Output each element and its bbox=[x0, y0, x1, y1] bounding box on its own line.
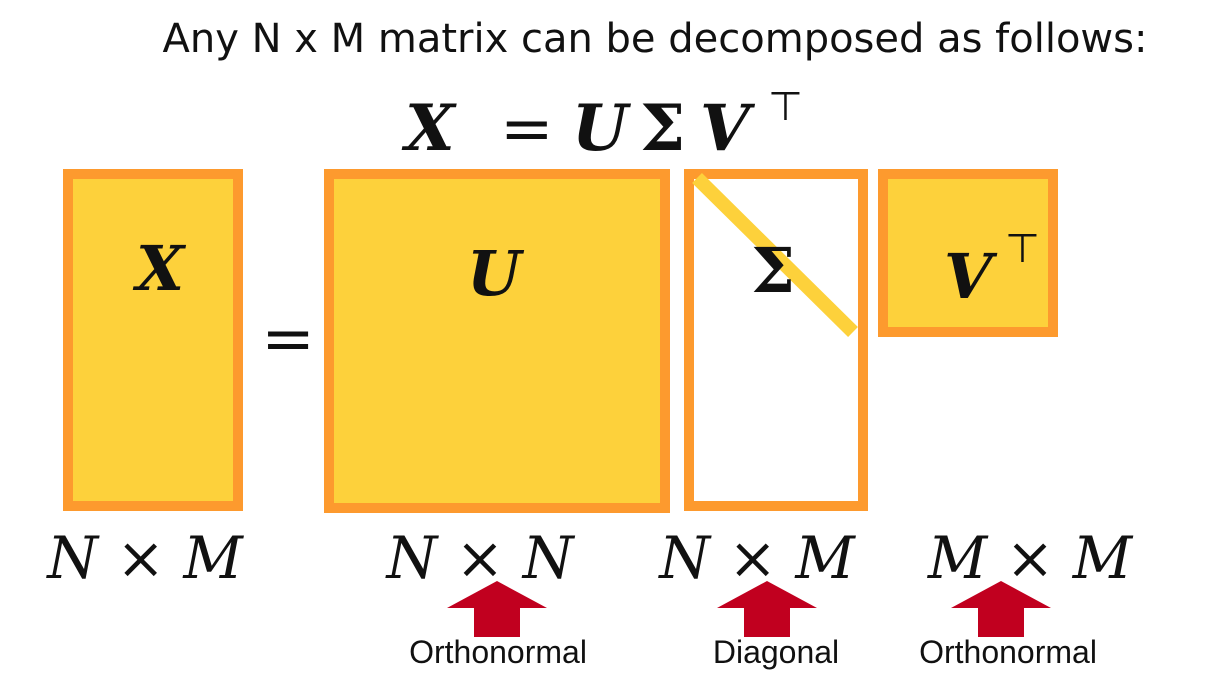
matrix-x-symbol: X bbox=[132, 232, 187, 305]
equation-v: V bbox=[700, 91, 756, 166]
matrix-vt-property: Orthonormal bbox=[919, 634, 1097, 670]
matrix-vt-dims: M × M bbox=[927, 524, 1134, 592]
equation-sigma: Σ bbox=[640, 91, 685, 166]
equation-u: U bbox=[572, 91, 632, 166]
matrix-sigma: Σ N × M Diagonal bbox=[657, 169, 868, 670]
matrix-sigma-property: Diagonal bbox=[713, 634, 839, 670]
matrix-u-dims: N × N bbox=[385, 524, 576, 592]
matrix-vt-symbol: V bbox=[944, 240, 998, 313]
arrow-u-icon bbox=[447, 581, 547, 637]
equation-equals: = bbox=[500, 92, 554, 166]
matrix-vt: V ⊤ M × M Orthonormal bbox=[878, 169, 1134, 670]
matrix-x-dims: N × M bbox=[45, 524, 244, 592]
diagram-title: Any N x M matrix can be decomposed as fo… bbox=[163, 16, 1148, 62]
matrix-x-box bbox=[63, 169, 243, 511]
matrix-sigma-dims: N × M bbox=[657, 524, 856, 592]
equation-lhs: X bbox=[401, 91, 457, 166]
matrix-u-symbol: U bbox=[467, 237, 525, 310]
matrix-u: U N × N Orthonormal bbox=[324, 169, 670, 670]
equals-sign: = bbox=[261, 302, 315, 376]
arrow-sigma-icon bbox=[717, 581, 817, 637]
sigma-diagonal bbox=[692, 173, 858, 337]
equation-transpose: ⊤ bbox=[768, 84, 803, 130]
matrix-vt-box bbox=[878, 169, 1058, 337]
matrix-vt-transpose: ⊤ bbox=[1005, 226, 1040, 272]
matrix-u-property: Orthonormal bbox=[409, 634, 587, 670]
matrix-sigma-box bbox=[684, 169, 868, 511]
matrix-sigma-symbol: Σ bbox=[751, 234, 795, 307]
matrix-u-box bbox=[324, 169, 670, 513]
equation: X = U Σ V ⊤ bbox=[401, 84, 803, 166]
matrix-x: X N × M bbox=[45, 169, 244, 592]
arrow-vt-icon bbox=[951, 581, 1051, 637]
